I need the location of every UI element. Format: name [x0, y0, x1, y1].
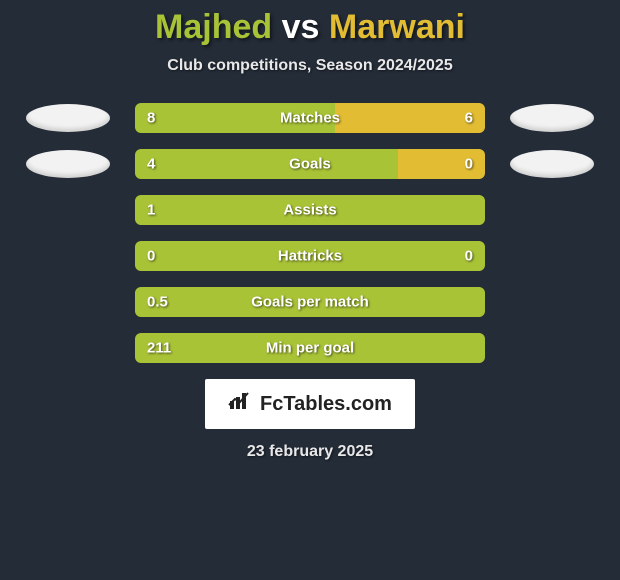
crest-icon [510, 150, 594, 178]
stat-value-left: 1 [147, 202, 155, 219]
stat-value-left: 4 [147, 156, 155, 173]
stat-row: 8 Matches 6 [0, 103, 620, 133]
bar-right-fill [335, 103, 486, 133]
team-crest-right [505, 149, 599, 179]
stat-rows: 8 Matches 6 4 Goals 0 1 Assists 0 Hattricks 0 0.5 Go… [0, 103, 620, 363]
stat-label: Min per goal [266, 340, 354, 357]
stat-value-right: 0 [465, 156, 473, 173]
crest-icon [510, 104, 594, 132]
logo-text: FcTables.com [260, 393, 392, 416]
title-vs: vs [282, 8, 320, 46]
subtitle: Club competitions, Season 2024/2025 [0, 57, 620, 75]
title-player2: Marwani [329, 8, 465, 46]
logo: FcTables.com [228, 391, 392, 417]
stat-value-right: 0 [465, 248, 473, 265]
stat-bar: 8 Matches 6 [135, 103, 485, 133]
logo-box: FcTables.com [205, 379, 415, 429]
stat-label: Goals per match [251, 294, 369, 311]
stat-bar: 211 Min per goal [135, 333, 485, 363]
stat-label: Assists [283, 202, 336, 219]
stat-row: 4 Goals 0 [0, 149, 620, 179]
stat-label: Hattricks [278, 248, 342, 265]
stat-row: 211 Min per goal [0, 333, 620, 363]
stat-label: Matches [280, 110, 340, 127]
title-player1: Majhed [155, 8, 272, 46]
stat-bar: 0.5 Goals per match [135, 287, 485, 317]
crest-icon [26, 150, 110, 178]
stat-bar: 0 Hattricks 0 [135, 241, 485, 271]
stat-row: 1 Assists [0, 195, 620, 225]
page-title: Majhed vs Marwani [0, 8, 620, 47]
date-text: 23 february 2025 [0, 443, 620, 461]
stat-row: 0 Hattricks 0 [0, 241, 620, 271]
stat-row: 0.5 Goals per match [0, 287, 620, 317]
stat-value-right: 6 [465, 110, 473, 127]
stat-value-left: 0 [147, 248, 155, 265]
comparison-infographic: Majhed vs Marwani Club competitions, Sea… [0, 0, 620, 580]
team-crest-right [505, 103, 599, 133]
stat-bar: 4 Goals 0 [135, 149, 485, 179]
crest-icon [26, 104, 110, 132]
team-crest-left [21, 149, 115, 179]
stat-bar: 1 Assists [135, 195, 485, 225]
chart-icon [228, 391, 254, 417]
stat-value-left: 0.5 [147, 294, 168, 311]
stat-value-left: 211 [147, 340, 171, 357]
stat-label: Goals [289, 156, 331, 173]
bar-left-fill [135, 149, 398, 179]
team-crest-left [21, 103, 115, 133]
stat-value-left: 8 [147, 110, 155, 127]
